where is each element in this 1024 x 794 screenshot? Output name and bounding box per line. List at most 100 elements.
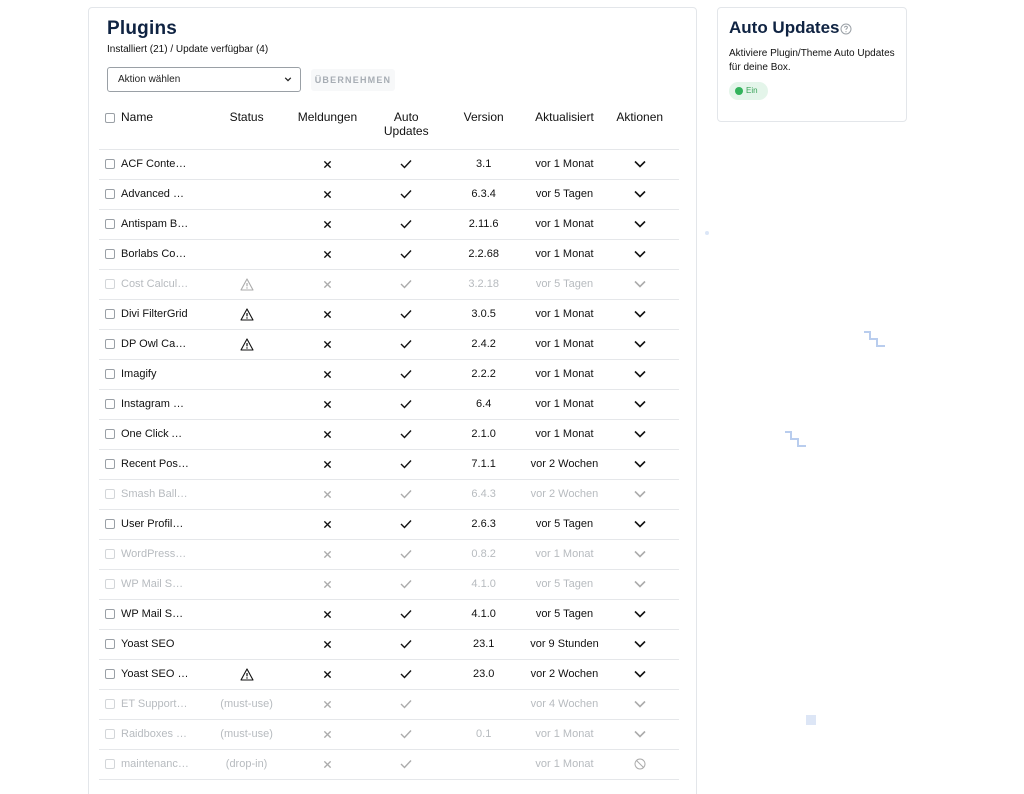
- chevron-down-icon[interactable]: [634, 430, 646, 438]
- row-checkbox[interactable]: [105, 519, 115, 530]
- plugin-auto-update[interactable]: [373, 629, 439, 660]
- plugin-actions[interactable]: [600, 629, 679, 660]
- plugin-auto-update[interactable]: [373, 329, 439, 360]
- row-checkbox[interactable]: [105, 639, 115, 650]
- table-row: User Profile … 2.6.3 vor 5 Tagen: [99, 509, 679, 540]
- plugin-version: 2.2.68: [438, 239, 529, 270]
- chevron-down-icon[interactable]: [634, 670, 646, 678]
- plugin-auto-update[interactable]: [373, 509, 439, 540]
- plugin-auto-update[interactable]: [373, 359, 439, 390]
- table-row: Smash Ballo… 6.4.3 vor 2 Wochen: [99, 479, 679, 510]
- plugin-auto-update[interactable]: [373, 689, 439, 720]
- plugin-auto-update[interactable]: [373, 449, 439, 480]
- chevron-down-icon[interactable]: [634, 340, 646, 348]
- row-checkbox[interactable]: [105, 279, 115, 290]
- plugin-actions[interactable]: [600, 149, 679, 180]
- row-checkbox[interactable]: [105, 729, 115, 740]
- plugin-auto-update[interactable]: [373, 749, 439, 780]
- row-checkbox[interactable]: [105, 459, 115, 470]
- plugin-auto-update[interactable]: [373, 569, 439, 600]
- plugin-auto-update[interactable]: [373, 299, 439, 330]
- chevron-down-icon[interactable]: [634, 280, 646, 288]
- plugin-actions[interactable]: [600, 269, 679, 300]
- chevron-down-icon[interactable]: [634, 550, 646, 558]
- plugin-auto-update[interactable]: [373, 719, 439, 750]
- plugin-actions[interactable]: [600, 179, 679, 210]
- row-checkbox[interactable]: [105, 489, 115, 500]
- apply-button[interactable]: ÜBERNEHMEN: [311, 69, 395, 91]
- chevron-down-icon[interactable]: [634, 160, 646, 168]
- chevron-down-icon[interactable]: [634, 520, 646, 528]
- row-checkbox[interactable]: [105, 309, 115, 320]
- plugin-name: Recent Post…: [121, 458, 189, 471]
- plugin-actions[interactable]: [600, 389, 679, 420]
- plugin-auto-update[interactable]: [373, 149, 439, 180]
- row-checkbox[interactable]: [105, 249, 115, 260]
- plugin-actions[interactable]: [600, 509, 679, 540]
- plugin-actions[interactable]: [600, 359, 679, 390]
- row-checkbox[interactable]: [105, 159, 115, 170]
- plugin-actions[interactable]: [600, 449, 679, 480]
- plugin-actions[interactable]: [600, 479, 679, 510]
- plugin-auto-update[interactable]: [373, 599, 439, 630]
- chevron-down-icon[interactable]: [634, 640, 646, 648]
- plugin-actions[interactable]: [600, 329, 679, 360]
- plugin-actions[interactable]: [600, 659, 679, 690]
- row-checkbox[interactable]: [105, 429, 115, 440]
- plugin-auto-update[interactable]: [373, 179, 439, 210]
- chevron-down-icon[interactable]: [634, 610, 646, 618]
- plugin-actions[interactable]: [600, 299, 679, 330]
- chevron-down-icon[interactable]: [634, 400, 646, 408]
- checkmark-icon: [400, 490, 412, 499]
- row-checkbox[interactable]: [105, 399, 115, 410]
- help-circle-icon[interactable]: [840, 23, 852, 35]
- chevron-down-icon[interactable]: [634, 490, 646, 498]
- plugin-updated: vor 1 Monat: [528, 149, 601, 180]
- auto-updates-toggle[interactable]: Ein: [729, 82, 768, 100]
- plugin-auto-update[interactable]: [373, 269, 439, 300]
- plugin-auto-update[interactable]: [373, 539, 439, 570]
- plugin-actions[interactable]: [600, 749, 679, 780]
- checkmark-icon: [400, 160, 412, 169]
- row-checkbox[interactable]: [105, 189, 115, 200]
- checkmark-icon: [400, 310, 412, 319]
- plugin-actions[interactable]: [600, 689, 679, 720]
- chevron-down-icon[interactable]: [634, 250, 646, 258]
- row-checkbox[interactable]: [105, 219, 115, 230]
- row-checkbox[interactable]: [105, 549, 115, 560]
- plugin-auto-update[interactable]: [373, 239, 439, 270]
- row-checkbox[interactable]: [105, 669, 115, 680]
- row-checkbox[interactable]: [105, 339, 115, 350]
- plugin-actions[interactable]: [600, 599, 679, 630]
- plugin-actions[interactable]: [600, 419, 679, 450]
- chevron-down-icon[interactable]: [634, 580, 646, 588]
- select-all-checkbox[interactable]: [105, 112, 115, 123]
- chevron-down-icon[interactable]: [634, 460, 646, 468]
- row-checkbox[interactable]: [105, 759, 115, 770]
- plugin-auto-update[interactable]: [373, 209, 439, 240]
- row-checkbox[interactable]: [105, 699, 115, 710]
- plugin-auto-update[interactable]: [373, 659, 439, 690]
- plugin-actions[interactable]: [600, 719, 679, 750]
- plugin-name: Advanced C…: [121, 188, 189, 201]
- plugin-actions[interactable]: [600, 569, 679, 600]
- plugin-name-cell: Divi FilterGrid: [99, 299, 212, 330]
- plugin-actions[interactable]: [600, 239, 679, 270]
- row-checkbox[interactable]: [105, 609, 115, 620]
- chevron-down-icon[interactable]: [634, 700, 646, 708]
- chevron-down-icon[interactable]: [634, 370, 646, 378]
- column-header-updated: Aktualisiert: [528, 104, 601, 150]
- chevron-down-icon[interactable]: [634, 190, 646, 198]
- row-checkbox[interactable]: [105, 579, 115, 590]
- chevron-down-icon[interactable]: [634, 220, 646, 228]
- chevron-down-icon[interactable]: [634, 310, 646, 318]
- plugin-auto-update[interactable]: [373, 389, 439, 420]
- plugin-actions[interactable]: [600, 539, 679, 570]
- plugin-auto-update[interactable]: [373, 419, 439, 450]
- chevron-down-icon[interactable]: [634, 730, 646, 738]
- plugin-auto-update[interactable]: [373, 479, 439, 510]
- bulk-action-select[interactable]: Aktion wählen: [107, 67, 301, 92]
- plugin-updated: vor 1 Monat: [528, 749, 601, 780]
- plugin-actions[interactable]: [600, 209, 679, 240]
- row-checkbox[interactable]: [105, 369, 115, 380]
